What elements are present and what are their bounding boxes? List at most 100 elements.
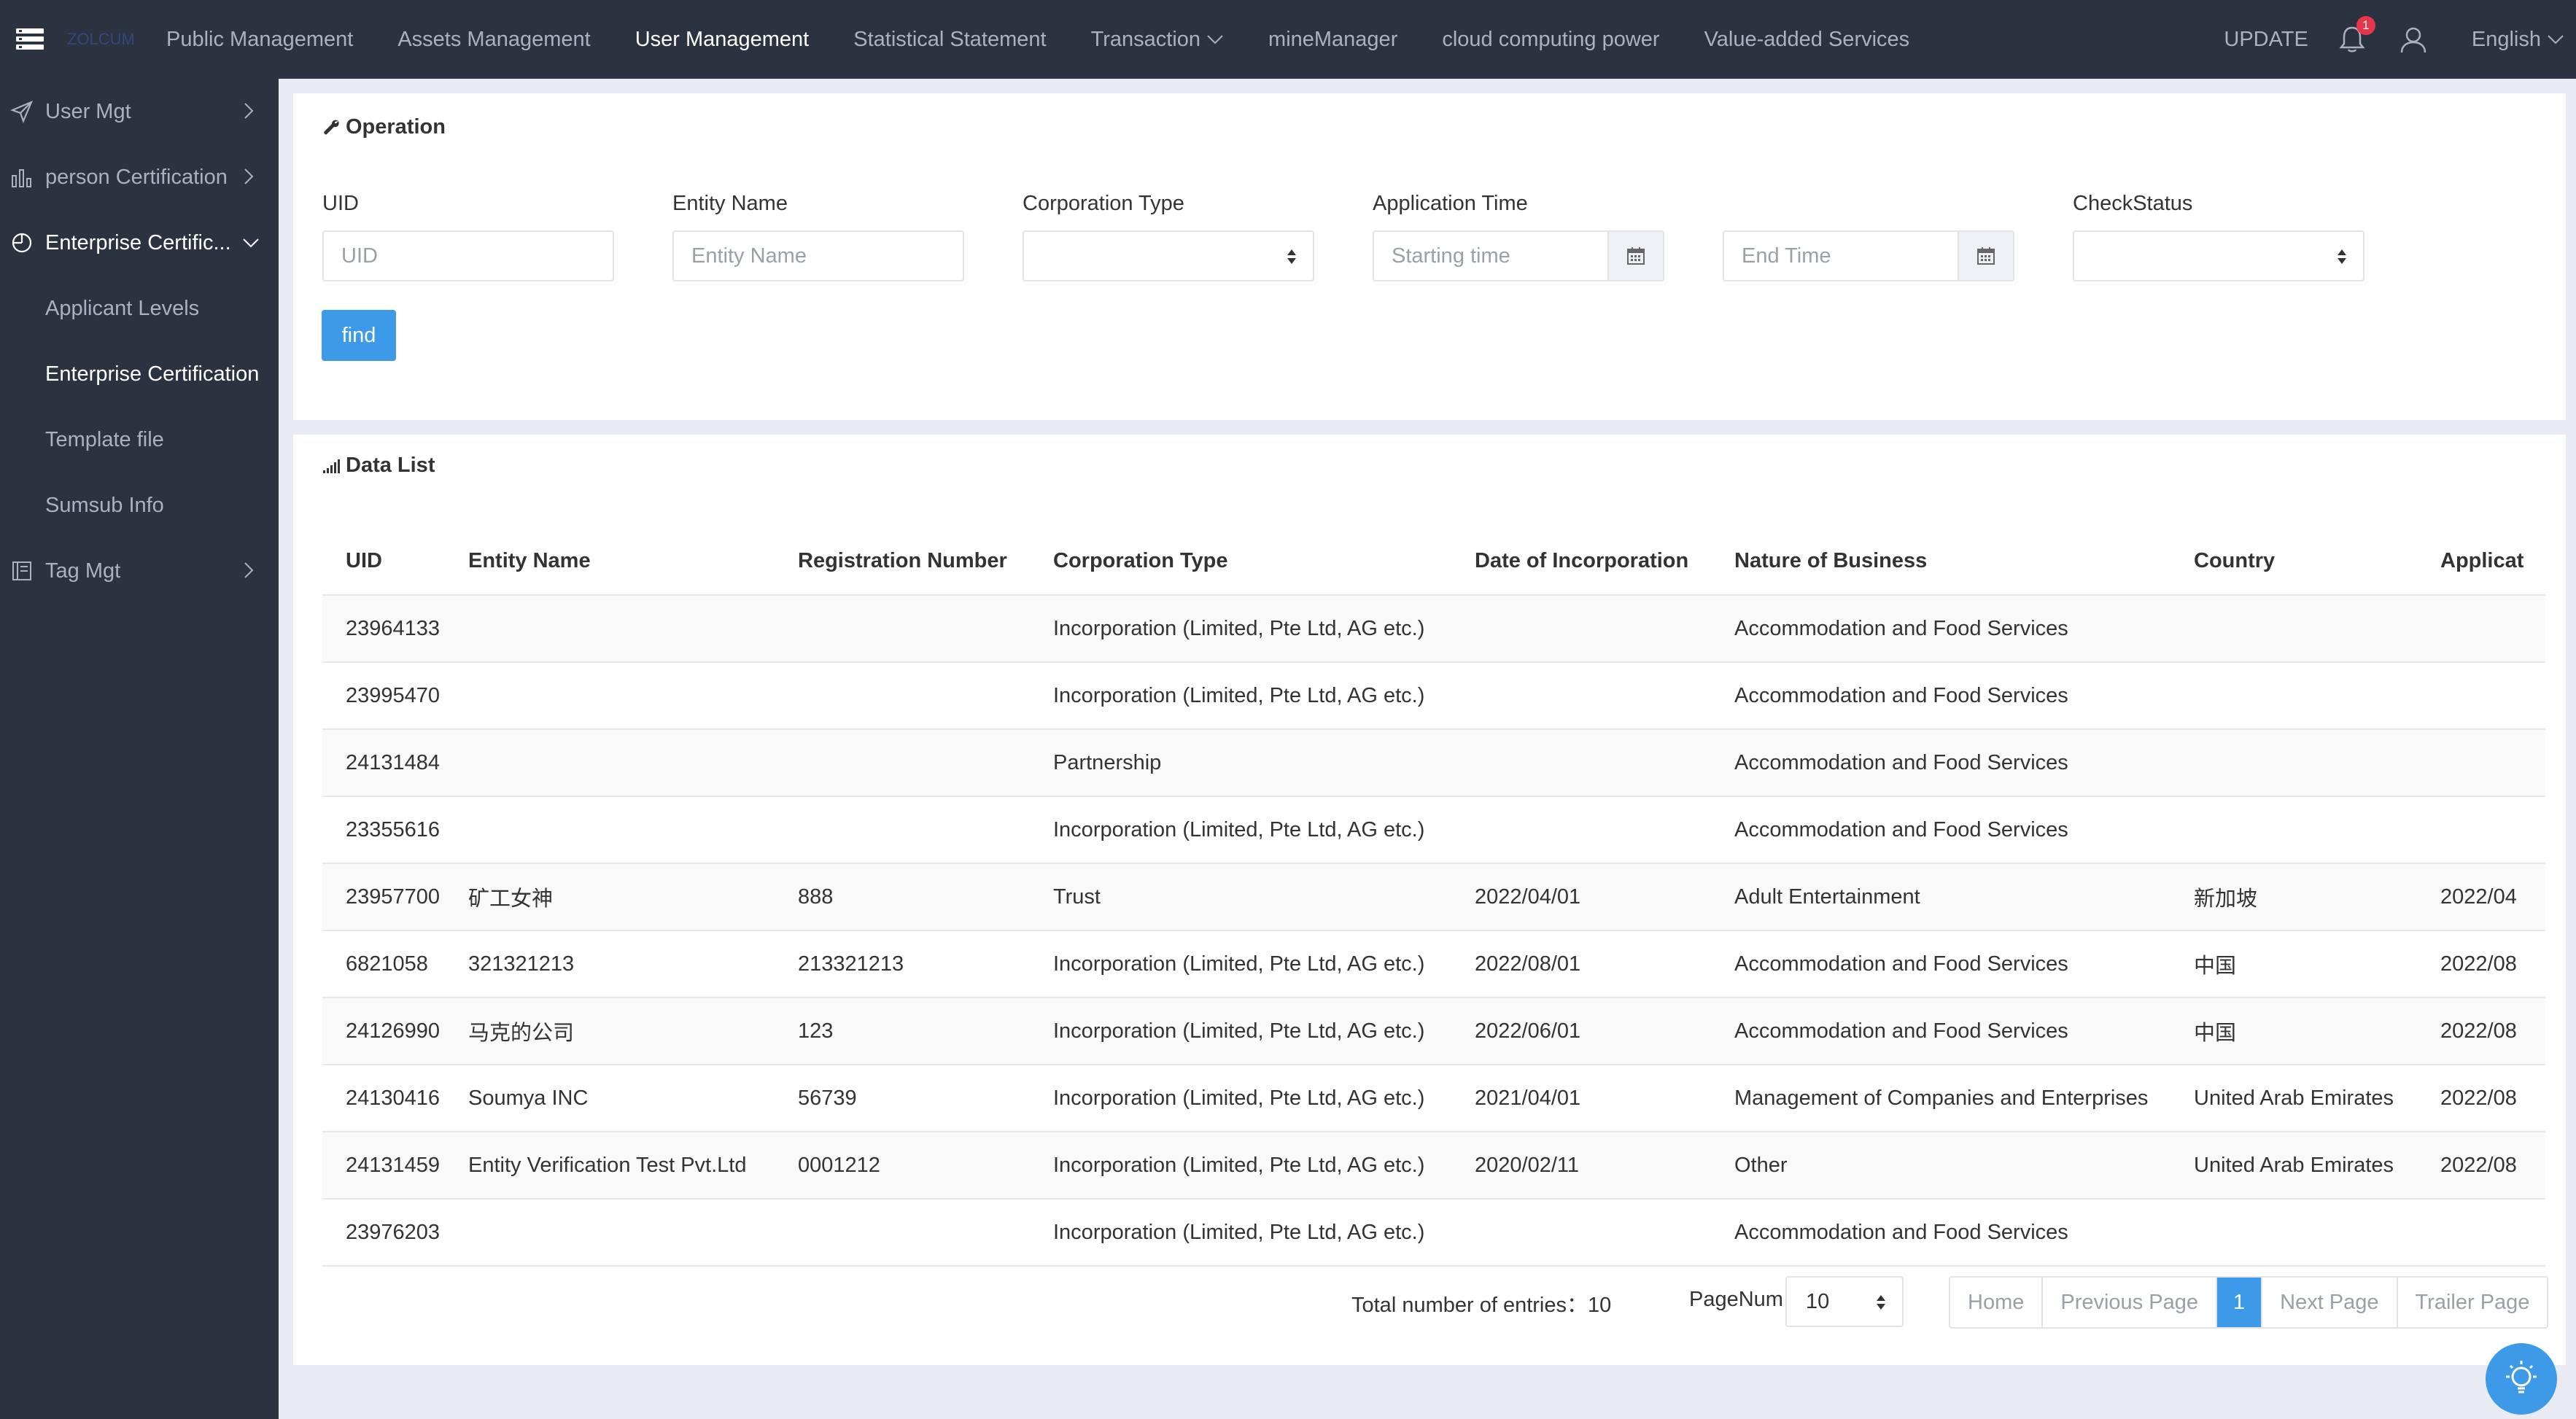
- user-icon[interactable]: [2399, 25, 2428, 54]
- column-header[interactable]: Registration Number: [798, 528, 1053, 596]
- language-label: English: [2471, 27, 2541, 51]
- table-row[interactable]: 24131484 Partnership Accommodation and Foo…: [322, 729, 2545, 797]
- table-cell: 2022/04/01: [1475, 863, 1734, 931]
- table-row[interactable]: 23976203 Incorporation (Limited, Pte Ltd,…: [322, 1199, 2545, 1267]
- table-cell: [2440, 796, 2545, 864]
- previous-page-button[interactable]: Previous Page: [2043, 1278, 2217, 1327]
- table-row[interactable]: 23964133 Incorporation (Limited, Pte Ltd,…: [322, 595, 2545, 663]
- table-cell: [798, 662, 1053, 730]
- column-header[interactable]: Date of Incorporation: [1475, 528, 1734, 596]
- total-entries-count: 10: [1588, 1294, 1612, 1317]
- corporation-type-select[interactable]: [1023, 230, 1314, 281]
- nav-cloud-computing-power[interactable]: cloud computing power: [1442, 0, 1659, 79]
- select-caret-icon: [2338, 249, 2346, 264]
- column-header[interactable]: UID: [322, 528, 468, 596]
- table-cell: 123: [798, 998, 1053, 1065]
- nav-assets-management[interactable]: Assets Management: [397, 0, 590, 79]
- menu-toggle-icon[interactable]: [0, 0, 60, 79]
- language-select[interactable]: English: [2472, 28, 2564, 52]
- start-calendar-button[interactable]: [1607, 232, 1663, 280]
- chevron-right-icon: [244, 168, 254, 184]
- column-header[interactable]: Entity Name: [468, 528, 798, 596]
- current-page-button[interactable]: 1: [2216, 1278, 2263, 1327]
- update-button[interactable]: UPDATE: [2224, 27, 2308, 51]
- calendar-icon: [1977, 247, 1995, 265]
- sidebar-item-applicant-levels[interactable]: Applicant Levels: [0, 276, 279, 341]
- nav-mine-manager[interactable]: mineManager: [1268, 0, 1397, 79]
- column-header[interactable]: Country: [2194, 528, 2440, 596]
- notification-bell[interactable]: 1: [2338, 16, 2375, 54]
- table-cell: 888: [798, 863, 1053, 931]
- nav-user-management[interactable]: User Management: [635, 0, 810, 79]
- page-size-select[interactable]: 10: [1785, 1276, 1904, 1327]
- sidebar-item-enterprise-certification-page[interactable]: Enterprise Certification: [0, 341, 279, 407]
- table-cell: [1475, 1199, 1734, 1267]
- sidebar-item-template-file[interactable]: Template file: [0, 407, 279, 473]
- start-time-input[interactable]: Starting time: [1373, 230, 1664, 281]
- table-cell: 24130416: [322, 1065, 468, 1132]
- table-row[interactable]: 23995470 Incorporation (Limited, Pte Ltd,…: [322, 662, 2545, 730]
- logo: ZOLCUM: [67, 30, 135, 48]
- table-cell: 321321213: [468, 930, 798, 998]
- nav-statistical-statement[interactable]: Statistical Statement: [853, 0, 1046, 79]
- sidebar-item-enterprise-certification[interactable]: Enterprise Certific...: [0, 210, 279, 276]
- table-row[interactable]: 24130416 Soumya INC 56739 Incorporation (Li…: [322, 1065, 2545, 1132]
- chevron-down-icon: [243, 238, 259, 248]
- table-cell: [2440, 729, 2545, 797]
- end-time-input[interactable]: End Time: [1723, 230, 2014, 281]
- data-list-title-text: Data List: [346, 454, 435, 477]
- sidebar-item-label: Template file: [45, 427, 164, 451]
- table-cell: 2022/08: [2440, 1065, 2545, 1132]
- page-size-value: 10: [1806, 1289, 1830, 1313]
- uid-input[interactable]: UID: [322, 230, 614, 281]
- table-cell: 24126990: [322, 998, 468, 1065]
- table-cell: 2020/02/11: [1475, 1132, 1734, 1200]
- sidebar-item-sumsub-info[interactable]: Sumsub Info: [0, 473, 279, 538]
- table-cell: 2022/08: [2440, 930, 2545, 998]
- sidebar-item-person-certification[interactable]: person Certification: [0, 144, 279, 210]
- check-status-select[interactable]: [2073, 230, 2364, 281]
- nav-value-added-services[interactable]: Value-added Services: [1704, 0, 1910, 79]
- table-cell: [1475, 729, 1734, 797]
- entity-name-input[interactable]: Entity Name: [672, 230, 964, 281]
- table-cell: 2022/06/01: [1475, 998, 1734, 1065]
- table-cell: Accommodation and Food Services: [1734, 595, 2194, 663]
- table-cell: 2022/08: [2440, 998, 2545, 1065]
- table-cell: 24131459: [322, 1132, 468, 1200]
- table-row[interactable]: 23355616 Incorporation (Limited, Pte Ltd,…: [322, 796, 2545, 864]
- table-cell: [2194, 729, 2440, 797]
- table-row[interactable]: 6821058 321321213 213321213 Incorporation (…: [322, 930, 2545, 998]
- table-row[interactable]: 24131459 Entity Verification Test Pvt.Ltd…: [322, 1132, 2545, 1200]
- nav-label: Public Management: [166, 27, 354, 51]
- find-button[interactable]: find: [322, 310, 396, 361]
- table-cell: 23964133: [322, 595, 468, 663]
- next-page-button[interactable]: Next Page: [2262, 1278, 2398, 1327]
- table-cell: Incorporation (Limited, Pte Ltd, AG etc.…: [1053, 1132, 1475, 1200]
- table-cell: Incorporation (Limited, Pte Ltd, AG etc.…: [1053, 796, 1475, 864]
- column-header[interactable]: Nature of Business: [1734, 528, 2194, 596]
- table-cell: Trust: [1053, 863, 1475, 931]
- nav-public-management[interactable]: Public Management: [166, 0, 353, 79]
- home-page-button[interactable]: Home: [1950, 1278, 2044, 1327]
- column-header[interactable]: Applicat: [2440, 528, 2545, 596]
- last-page-button[interactable]: Trailer Page: [2415, 1290, 2530, 1314]
- book-icon: [9, 558, 35, 584]
- nav-label: mineManager: [1268, 27, 1398, 51]
- nav-transaction[interactable]: Transaction: [1091, 0, 1224, 79]
- column-header[interactable]: Corporation Type: [1053, 528, 1475, 596]
- table-row[interactable]: 24126990 马克的公司 123 Incorporation (Limited, …: [322, 998, 2545, 1065]
- table-cell: [2194, 1199, 2440, 1267]
- sidebar-item-label: Applicant Levels: [45, 296, 200, 320]
- table-cell: 23995470: [322, 662, 468, 730]
- entity-name-label: Entity Name: [672, 192, 788, 215]
- help-button[interactable]: [2486, 1343, 2557, 1415]
- table-cell: 2022/04: [2440, 863, 2545, 931]
- chevron-right-icon: [244, 103, 254, 119]
- table-cell: Incorporation (Limited, Pte Ltd, AG etc.…: [1053, 1199, 1475, 1267]
- end-calendar-button[interactable]: [1958, 232, 2013, 280]
- table-row[interactable]: 23957700 矿工女神 888 Trust 2022/04/01 Adult Ente…: [322, 863, 2545, 931]
- select-caret-icon: [1877, 1295, 1885, 1310]
- sidebar-item-tag-mgt[interactable]: Tag Mgt: [0, 538, 279, 604]
- nav-label: User Management: [635, 27, 810, 51]
- sidebar-item-user-mgt[interactable]: User Mgt: [0, 79, 279, 144]
